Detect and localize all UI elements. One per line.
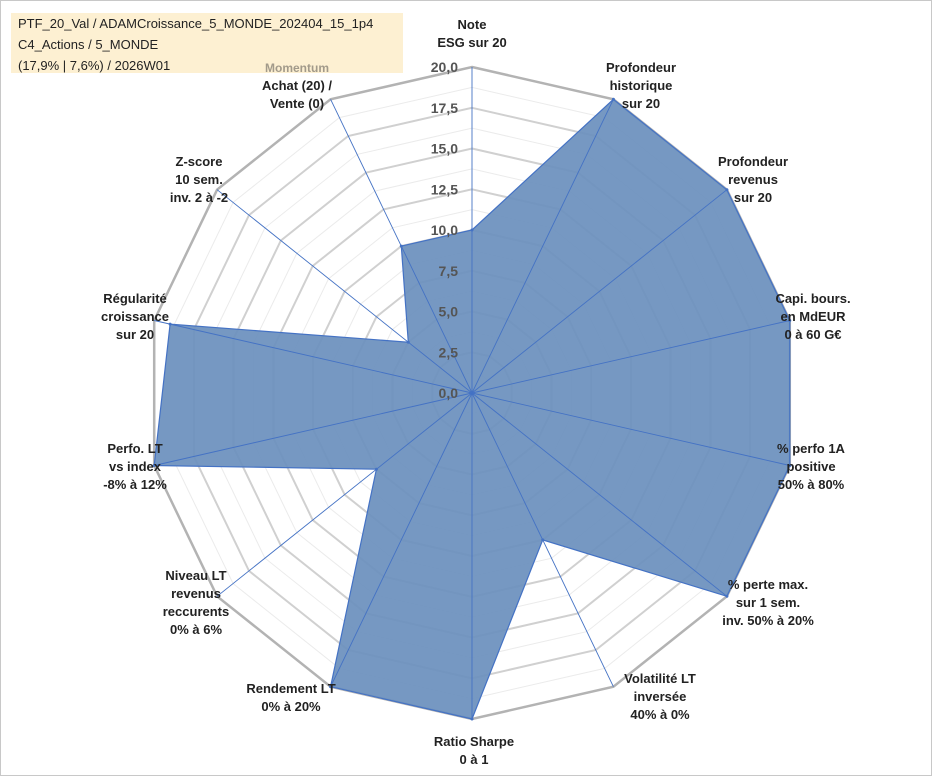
data-point [399,244,403,248]
axis-spoke [471,189,728,394]
tick-label: 10,0 [431,222,458,238]
axis-spoke [216,189,473,394]
axis-label: Profondeur revenus sur 20 [718,154,788,205]
axis-label: Volatilité LT inversée 40% à 0% [624,671,696,722]
axis-label: % perfo 1A positive 50% à 80% [777,441,846,492]
data-point [406,340,410,344]
data-point [788,319,792,322]
data-point [152,464,156,467]
axis-spoke [154,392,473,466]
tick-label: 2,5 [439,344,459,360]
tick-label: 5,0 [439,304,459,320]
data-point [374,467,378,471]
tick-label: 20,0 [431,59,458,75]
axis-spoke [154,320,473,394]
tick-label: 12,5 [431,181,458,197]
axis-label: Ratio Sharpe 0 à 1 [434,734,514,767]
data-point [611,97,615,101]
axis-label: Perfo. LT vs index -8% à 12% [103,441,167,492]
axis-spoke [216,392,473,597]
data-point [725,188,729,192]
axis-spoke [471,99,614,394]
data-point [541,538,545,542]
header-line-category: C4_Actions / 5_MONDE [18,37,159,52]
axis-label: Niveau LT revenus reccurents 0% à 6% [163,568,229,637]
axis-spoke [471,392,790,466]
data-point [725,594,729,598]
chart-header-box [11,13,403,73]
data-point [470,717,474,721]
tick-label: 17,5 [431,100,458,116]
axis-label: Note ESG sur 20 [437,17,506,50]
data-point [329,685,333,689]
tick-label: 7,5 [439,263,459,279]
axis-spoke [471,320,790,394]
axis-label: Rendement LT 0% à 20% [246,681,335,714]
axis-label: Momentum Achat (20) / Vente (0) [262,61,332,111]
header-line-stats: (17,9% | 7,6%) / 2026W01 [18,58,171,73]
tick-label: 0,0 [439,385,459,401]
data-point [470,228,474,232]
axis-label: % perte max. sur 1 sem. inv. 50% à 20% [722,577,814,628]
axis-label: Z-score 10 sem. inv. 2 à -2 [170,154,228,205]
data-point [168,322,172,326]
axis-label: Régularité croissance sur 20 [101,291,169,342]
tick-label: 15,0 [431,141,458,157]
axis-spoke [330,392,473,687]
axis-spoke [471,392,728,597]
axis-label: Capi. bours. en MdEUR 0 à 60 G€ [775,291,850,342]
axis-label: Profondeur historique sur 20 [606,60,676,111]
header-line-portfolio: PTF_20_Val / ADAMCroissance_5_MONDE_2024… [18,16,374,31]
data-point [788,464,792,467]
